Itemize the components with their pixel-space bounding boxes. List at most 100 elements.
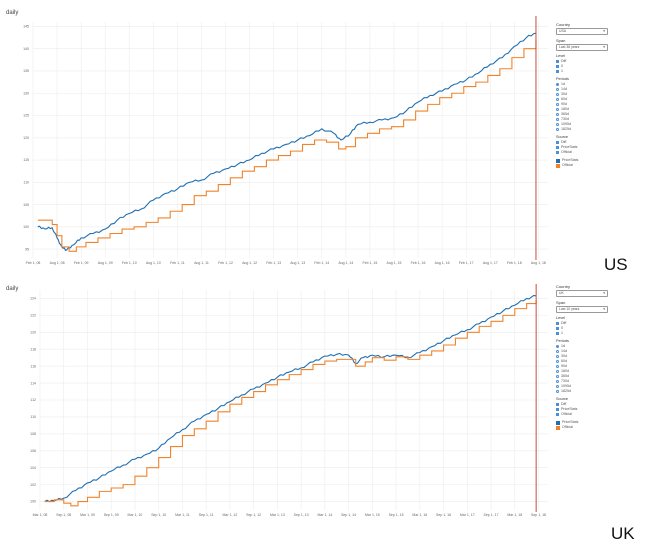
level-option[interactable]: 1 <box>556 331 608 336</box>
period-option-label: 1825d <box>561 389 571 393</box>
period-option[interactable]: 365d <box>556 374 608 379</box>
period-option-label: 1825d <box>561 127 571 131</box>
period-option[interactable]: 1095d <box>556 384 608 389</box>
period-option[interactable]: 30d <box>556 92 608 97</box>
y-tick-label: 118 <box>30 347 36 351</box>
radio-icon <box>556 360 559 363</box>
legend-option[interactable]: Official <box>556 425 608 430</box>
x-tick-label: Sep 1, 10 <box>151 513 166 517</box>
x-tick-label: Sep 1, 15 <box>389 513 404 517</box>
source-option-label: Official <box>561 412 572 416</box>
y-tick-label: 124 <box>30 297 36 301</box>
period-option[interactable]: 14d <box>556 87 608 92</box>
x-tick-label: Aug 1, 15 <box>386 261 401 265</box>
period-option[interactable]: 60d <box>556 359 608 364</box>
y-tick-label: 115 <box>23 158 29 162</box>
x-tick-label: Sep 1, 08 <box>56 513 71 517</box>
checkbox-icon <box>556 70 559 73</box>
radio-icon <box>556 98 559 101</box>
uk-chart-panel: daily 100 102 104 106 108 110 112 114 116 118 120 1… <box>0 276 647 552</box>
x-tick-label: Mar 1, 14 <box>317 513 332 517</box>
period-option-label: 60d <box>561 97 567 101</box>
level-label: Level <box>556 316 566 320</box>
period-option[interactable]: 365d <box>556 112 608 117</box>
span-select[interactable]: Last 36 years ▾ <box>556 44 608 51</box>
period-option[interactable]: 1825d <box>556 127 608 132</box>
span-label: Span <box>556 38 566 43</box>
x-tick-label: Aug 1, 17 <box>483 261 498 265</box>
x-tick-label: Feb 1, 11 <box>170 261 185 265</box>
level-option[interactable]: Diff <box>556 321 608 326</box>
x-tick-label: Mar 1, 09 <box>80 513 95 517</box>
x-tick-label: Sep 1, 18 <box>531 513 546 517</box>
x-tick-label: Sep 1, 16 <box>436 513 451 517</box>
period-option[interactable]: 90d <box>556 102 608 107</box>
level-option[interactable]: Diff <box>556 59 608 64</box>
x-tick-label: Aug 1, 10 <box>146 261 161 265</box>
x-tick-label: Aug 1, 14 <box>338 261 353 265</box>
periods-label: Periods <box>556 339 569 343</box>
radio-icon <box>556 128 559 131</box>
period-option[interactable]: 1825d <box>556 389 608 394</box>
period-option[interactable]: 14d <box>556 349 608 354</box>
period-option[interactable]: 30d <box>556 354 608 359</box>
source-option[interactable]: Diff <box>556 402 608 407</box>
period-option[interactable]: 180d <box>556 107 608 112</box>
source-option-label: PriceStats <box>561 145 578 149</box>
y-tick-label: 104 <box>30 466 36 470</box>
legend-option[interactable]: PriceStats <box>556 158 608 163</box>
period-option[interactable]: 180d <box>556 369 608 374</box>
source-label: Source <box>556 397 569 401</box>
legend-option[interactable]: Official <box>556 163 608 168</box>
source-option[interactable]: Diff <box>556 140 608 145</box>
uk-controls: Country UK ▾ Span Last 10 years ▾ Level Di… <box>556 282 608 430</box>
x-tick-label: Feb 1, 18 <box>507 261 522 265</box>
period-option[interactable]: 1d <box>556 344 608 349</box>
country-select[interactable]: UK ▾ <box>556 290 608 297</box>
source-option[interactable]: Official <box>556 412 608 417</box>
x-tick-label: Mar 1, 17 <box>460 513 475 517</box>
radio-icon <box>556 370 559 373</box>
period-option-label: 1d <box>561 82 565 86</box>
period-option-label: 90d <box>561 364 567 368</box>
us-line-chart: 95 100 105 110 115 120 125 130 135 140 145 Feb 1, 0… <box>23 16 548 265</box>
period-option[interactable]: 60d <box>556 97 608 102</box>
period-option-label: 90d <box>561 102 567 106</box>
series-line-official <box>44 300 537 507</box>
level-option[interactable]: 1 <box>556 69 608 74</box>
radio-icon <box>556 365 559 368</box>
period-option[interactable]: 730d <box>556 117 608 122</box>
x-tick-label: Feb 1, 10 <box>122 261 137 265</box>
period-option[interactable]: 1095d <box>556 122 608 127</box>
radio-icon <box>556 345 559 348</box>
source-option-label: Official <box>561 150 572 154</box>
radio-icon <box>556 375 559 378</box>
level-label: Level <box>556 54 566 58</box>
radio-icon <box>556 385 559 388</box>
chevron-down-icon: ▾ <box>603 29 605 33</box>
y-tick-label: 140 <box>23 47 29 51</box>
legend-option[interactable]: PriceStats <box>556 420 608 425</box>
period-option[interactable]: 1d <box>556 82 608 87</box>
source-option[interactable]: PriceStats <box>556 407 608 412</box>
y-tick-label: 114 <box>30 381 36 385</box>
span-select[interactable]: Last 10 years ▾ <box>556 306 608 313</box>
y-tick-label: 135 <box>23 69 29 73</box>
chart-title: daily <box>6 10 19 16</box>
level-option[interactable]: 0 <box>556 64 608 69</box>
x-tick-label: Aug 1, 11 <box>194 261 209 265</box>
level-option[interactable]: 0 <box>556 326 608 331</box>
x-tick-label: Mar 1, 13 <box>270 513 285 517</box>
source-option-label: PriceStats <box>561 407 578 411</box>
chevron-down-icon: ▾ <box>603 291 605 295</box>
x-tick-label: Mar 1, 15 <box>365 513 380 517</box>
x-tick-label: Feb 1, 16 <box>411 261 426 265</box>
period-option-label: 1095d <box>561 122 571 126</box>
checkbox-icon <box>556 322 559 325</box>
source-option[interactable]: Official <box>556 150 608 155</box>
chevron-down-icon: ▾ <box>603 307 605 311</box>
source-option[interactable]: PriceStats <box>556 145 608 150</box>
period-option[interactable]: 730d <box>556 379 608 384</box>
country-select[interactable]: USA ▾ <box>556 28 608 35</box>
period-option[interactable]: 90d <box>556 364 608 369</box>
